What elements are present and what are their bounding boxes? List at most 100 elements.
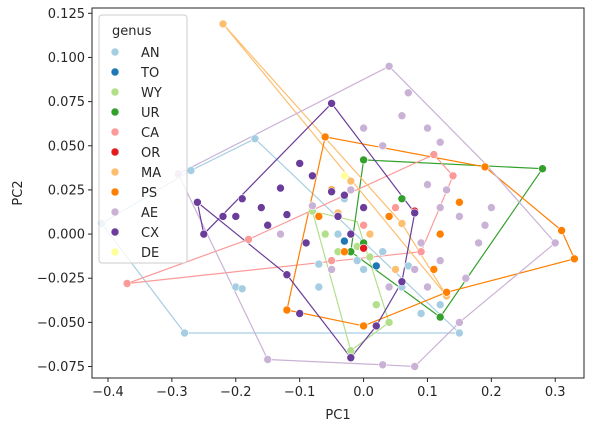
point-an-6 [314,259,324,269]
point-ps-4 [442,287,451,297]
legend-box [98,14,188,264]
point-ps-7 [314,212,324,221]
legend-label-ma: MA [141,166,161,181]
point-cx-16 [327,187,336,196]
point-layer [97,19,579,371]
point-ca-7 [359,220,368,230]
legend-label-de: DE [141,246,159,261]
point-ma-5 [391,265,400,274]
point-ma-2 [397,219,407,228]
x-tick-label: −0.1 [284,385,316,400]
point-ma-4 [346,176,356,186]
point-ae-28 [423,282,432,292]
point-ae-23 [423,123,432,133]
legend-marker-ca [110,127,120,137]
point-cx-22 [359,203,368,212]
legend: genus AN TO WY UR CA OR MA PS AE CX DE [98,14,188,264]
legend-label-or: OR [141,146,160,161]
point-ae-17 [276,229,285,239]
point-ae-21 [378,141,388,151]
legend-label-ae: AE [141,206,158,221]
point-ps-2 [557,226,566,235]
point-cx-11 [256,203,266,212]
point-ae-25 [410,265,420,274]
point-an-10 [378,247,388,256]
point-wy-1 [320,229,330,239]
point-ae-29 [384,282,394,292]
point-ps-1 [480,162,490,172]
point-ca-3 [448,171,458,181]
point-ae-2 [455,318,464,327]
point-ae-7 [397,111,407,120]
point-ca-4 [416,247,426,256]
y-tick-label: 0.125 [48,7,85,22]
x-tick-label: −0.2 [220,385,252,400]
point-or-1 [359,243,368,253]
x-tick-label: 0.1 [417,385,438,400]
point-cx-3 [371,321,381,331]
y-tick-label: 0.025 [48,183,85,198]
point-wy-4 [371,300,381,310]
point-ps-3 [570,254,579,264]
point-cx-8 [218,212,228,221]
point-ae-10 [435,203,445,212]
x-tick-label: −0.3 [156,385,188,400]
point-an-9 [352,256,362,265]
legend-marker-an [110,47,120,57]
point-cx-10 [237,194,247,203]
point-cx-18 [346,229,356,239]
point-wy-3 [346,346,356,355]
plot-frame [91,7,585,379]
point-ae-24 [346,185,356,195]
point-an-5 [250,134,260,143]
point-an-12 [416,309,426,318]
legend-marker-de [110,247,120,257]
point-cx-12 [282,210,292,219]
legend-label-ca: CA [141,126,159,141]
x-tick-label: 0.3 [545,385,566,400]
point-cx-7 [193,198,202,207]
point-ps-11 [384,212,394,221]
y-tick-label: −0.050 [37,316,85,331]
point-ae-18 [308,201,317,211]
point-ae-11 [455,212,464,221]
point-cx-19 [301,238,311,248]
point-ca-0 [122,279,132,288]
point-an-16 [435,300,445,310]
point-ae-13 [487,203,496,212]
point-an-17 [314,282,324,292]
point-cx-14 [295,159,305,168]
point-ps-9 [435,229,445,239]
point-ur-4 [397,194,407,203]
point-ma-3 [365,229,375,239]
point-ae-19 [327,265,336,274]
point-ps-0 [320,132,330,142]
point-ae-9 [423,180,432,189]
x-tick-label: 0.0 [353,385,374,400]
point-ae-20 [359,123,368,133]
y-tick-label: 0.100 [48,51,85,66]
point-cx-15 [308,171,317,181]
point-ps-5 [359,321,368,331]
point-cx-23 [263,220,273,230]
point-cx-20 [295,309,305,318]
legend-marker-wy [110,87,120,97]
point-ae-26 [435,256,445,265]
point-wy-7 [365,252,375,262]
y-tick-label: −0.025 [37,272,85,287]
point-ur-2 [435,312,445,322]
point-ca-1 [244,235,253,244]
x-tick-label: 0.2 [481,385,502,400]
point-ca-5 [327,256,336,265]
point-cx-17 [340,190,349,200]
legend-marker-cx [110,227,120,237]
legend-label-cx: CX [141,226,159,241]
point-ae-1 [550,238,560,248]
legend-marker-ps [110,187,120,197]
point-de-0 [340,171,349,181]
point-cx-1 [410,208,420,218]
x-axis-label: PC1 [325,408,350,423]
point-an-13 [455,328,464,338]
point-ca-6 [391,203,400,212]
